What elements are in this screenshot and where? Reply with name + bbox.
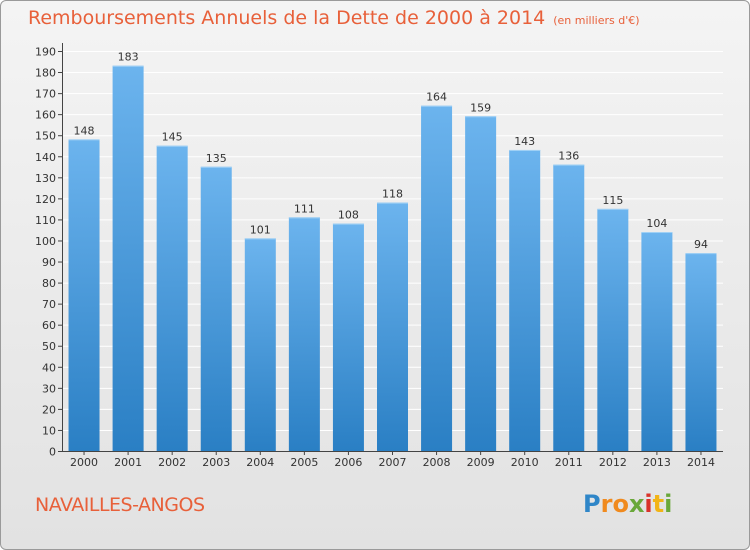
bar xyxy=(597,208,629,451)
y-tick-label: 70 xyxy=(42,298,56,311)
y-tick-label: 30 xyxy=(42,382,56,395)
x-tick-label: 2009 xyxy=(467,456,495,469)
x-tick-label: 2014 xyxy=(687,456,715,469)
bar xyxy=(156,145,188,451)
data-label: 143 xyxy=(514,135,535,148)
y-tick-label: 50 xyxy=(42,340,56,353)
proxiti-logo: Proxiti xyxy=(583,490,673,518)
bar xyxy=(465,116,497,452)
x-tick-label: 2012 xyxy=(599,456,627,469)
y-tick-label: 80 xyxy=(42,277,56,290)
x-tick-label: 2002 xyxy=(158,456,186,469)
data-label: 164 xyxy=(426,91,447,104)
x-tick-label: 2013 xyxy=(643,456,671,469)
data-label: 108 xyxy=(338,209,359,222)
bar xyxy=(288,217,320,451)
data-label: 136 xyxy=(558,150,579,163)
x-tick-label: 2011 xyxy=(555,456,583,469)
y-tick-label: 170 xyxy=(35,88,56,101)
region-name: NAVAILLES-ANGOS xyxy=(35,494,205,516)
x-tick-label: 2004 xyxy=(246,456,274,469)
data-label: 183 xyxy=(118,51,139,64)
bar xyxy=(377,202,408,451)
y-tick-label: 10 xyxy=(42,424,56,437)
bar xyxy=(68,139,100,451)
unit-text: (en milliers d'€) xyxy=(553,14,640,27)
x-tick-label: 2006 xyxy=(334,456,362,469)
data-label: 148 xyxy=(74,124,95,137)
x-tick-label: 2005 xyxy=(290,456,318,469)
data-label: 101 xyxy=(250,223,271,236)
x-tick-label: 2010 xyxy=(511,456,539,469)
y-tick-label: 180 xyxy=(35,67,56,80)
bar xyxy=(421,105,453,451)
data-label: 118 xyxy=(382,188,403,201)
data-label: 111 xyxy=(294,202,315,215)
y-tick-label: 90 xyxy=(42,256,56,269)
chart-title: Remboursements Annuels de la Dette de 20… xyxy=(28,7,640,29)
title-text: Remboursements Annuels de la Dette de 20… xyxy=(28,7,546,29)
y-tick-label: 150 xyxy=(35,130,56,143)
x-tick-label: 2008 xyxy=(423,456,451,469)
data-labels: 148 183 145 135 101 111 108 118 164 159 143 136 115 1… xyxy=(74,51,708,251)
data-label: 159 xyxy=(470,101,491,114)
x-tick-label: 2000 xyxy=(70,456,98,469)
x-tick-label: 2003 xyxy=(202,456,230,469)
x-tick-label: 2007 xyxy=(379,456,407,469)
y-tick-label: 0 xyxy=(49,446,56,459)
bar xyxy=(112,65,144,451)
bar xyxy=(553,164,585,451)
y-tick-label: 130 xyxy=(35,172,56,185)
x-tick-label: 2001 xyxy=(114,456,142,469)
data-label: 94 xyxy=(694,238,708,251)
data-label: 115 xyxy=(602,194,623,207)
y-tick-label: 120 xyxy=(35,193,56,206)
bar xyxy=(244,238,276,451)
bar xyxy=(332,223,364,451)
y-tick-label: 40 xyxy=(42,361,56,374)
y-tick-label: 160 xyxy=(35,109,56,122)
y-tick-label: 100 xyxy=(35,235,56,248)
axes: 0 10 20 30 40 50 60 70 80 90 100 110 120 130 140 150 160… xyxy=(35,43,723,469)
y-tick-label: 110 xyxy=(35,214,56,227)
bar xyxy=(200,166,232,451)
y-tick-label: 190 xyxy=(35,46,56,59)
y-tick-label: 140 xyxy=(35,151,56,164)
bars xyxy=(68,65,717,452)
y-tick-label: 60 xyxy=(42,319,56,332)
data-label: 104 xyxy=(646,217,667,230)
data-label: 135 xyxy=(206,152,227,165)
bar xyxy=(685,253,717,451)
y-tick-label: 20 xyxy=(42,403,56,416)
bar xyxy=(641,232,673,451)
data-label: 145 xyxy=(162,131,183,144)
bar xyxy=(509,149,541,451)
